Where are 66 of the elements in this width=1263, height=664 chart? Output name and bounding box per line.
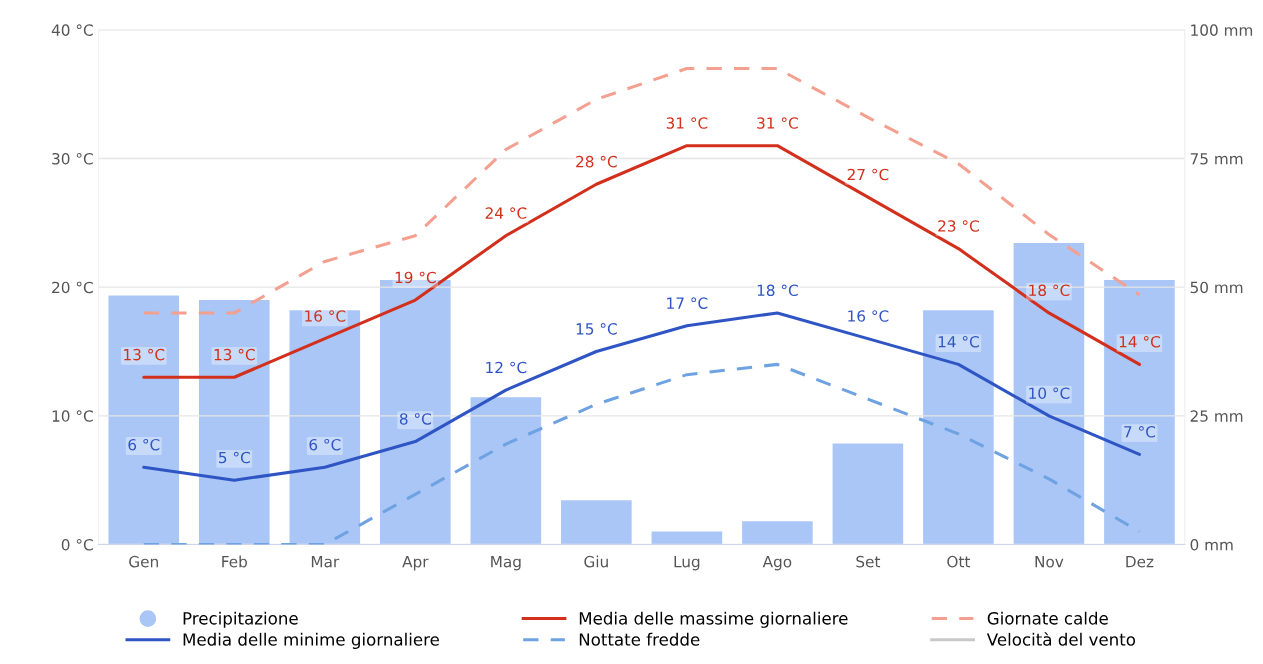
bar — [198, 300, 270, 545]
data-label: 6 °C — [128, 438, 160, 451]
y2-tick-label: 50 mm — [1190, 281, 1243, 294]
x-tick-label: Mag — [491, 556, 521, 571]
y2-tick-label: 100 mm — [1191, 24, 1253, 36]
data-label: 18 °C — [757, 284, 798, 297]
data-label: 14 °C — [938, 335, 979, 348]
data-label: 7 °C — [1124, 426, 1156, 438]
data-label: 13 °C — [214, 348, 255, 361]
data-label: 8 °C — [399, 413, 431, 425]
data-label: 5 °C — [219, 451, 250, 464]
bar — [651, 531, 723, 545]
x-tick-label: Lug — [674, 556, 700, 571]
y-tick-label: 10 °C — [52, 410, 93, 422]
bar — [742, 521, 813, 545]
bar — [1013, 242, 1085, 545]
y-tick-label: 30 °C — [52, 153, 93, 165]
x-tick-label: Dez — [1126, 556, 1154, 568]
bar — [108, 295, 180, 545]
x-tick-label: Mar — [311, 556, 340, 568]
data-label: 17 °C — [667, 297, 708, 309]
x-tick-label: Giu — [584, 555, 608, 568]
data-label: 16 °C — [305, 310, 346, 322]
legend-label: Velocità del vento — [986, 632, 1136, 646]
line-series — [142, 362, 1141, 545]
bar — [470, 397, 542, 545]
x-tick-label: Gen — [129, 555, 158, 568]
legend-label: Precipitazione — [183, 611, 298, 628]
data-label: 12 °C — [486, 361, 527, 374]
bar — [289, 310, 361, 545]
y2-tick-label: 25 mm — [1190, 410, 1243, 422]
bar — [832, 443, 904, 545]
data-label: 31 °C — [757, 117, 798, 129]
data-label: 15 °C — [576, 323, 617, 335]
y-tick-label: 40 °C — [51, 24, 93, 36]
data-label: 18 °C — [1029, 284, 1070, 297]
legend-label: Nottate fredde — [579, 632, 700, 646]
y2-tick-label: 75 mm — [1190, 153, 1243, 165]
x-tick-label: Feb — [222, 555, 247, 568]
data-label: 27 °C — [847, 168, 889, 181]
x-tick-label: Set — [856, 555, 881, 568]
data-label: 19 °C — [395, 271, 436, 284]
data-label: 14 °C — [1119, 335, 1160, 348]
line-series — [142, 144, 1141, 379]
x-tick-label: Ott — [947, 555, 971, 568]
x-tick-label: Apr — [402, 556, 429, 571]
y-tick-label: 0 °C — [61, 538, 93, 551]
data-label: 6 °C — [309, 438, 341, 451]
legend-label: Media delle massime giornaliere — [579, 611, 848, 628]
x-tick-label: Nov — [1035, 556, 1064, 568]
y-tick-label: 20 °C — [52, 281, 93, 294]
data-label: 31 °C — [666, 117, 708, 129]
legend-label: Giornate calde — [987, 611, 1108, 625]
data-label: 10 °C — [1029, 387, 1070, 399]
x-tick-label: Ago — [762, 556, 792, 571]
bar — [1104, 279, 1175, 545]
data-label: 24 °C — [485, 207, 527, 219]
data-label: 28 °C — [576, 155, 617, 168]
bar — [923, 310, 994, 545]
data-label: 13 °C — [124, 348, 165, 361]
line-series — [142, 311, 1141, 482]
legend-label: Media delle minime giornaliere — [183, 632, 439, 649]
data-label: 23 °C — [938, 220, 979, 232]
bar — [561, 500, 632, 545]
y2-tick-label: 0 mm — [1190, 538, 1233, 551]
data-label: 16 °C — [848, 310, 889, 322]
